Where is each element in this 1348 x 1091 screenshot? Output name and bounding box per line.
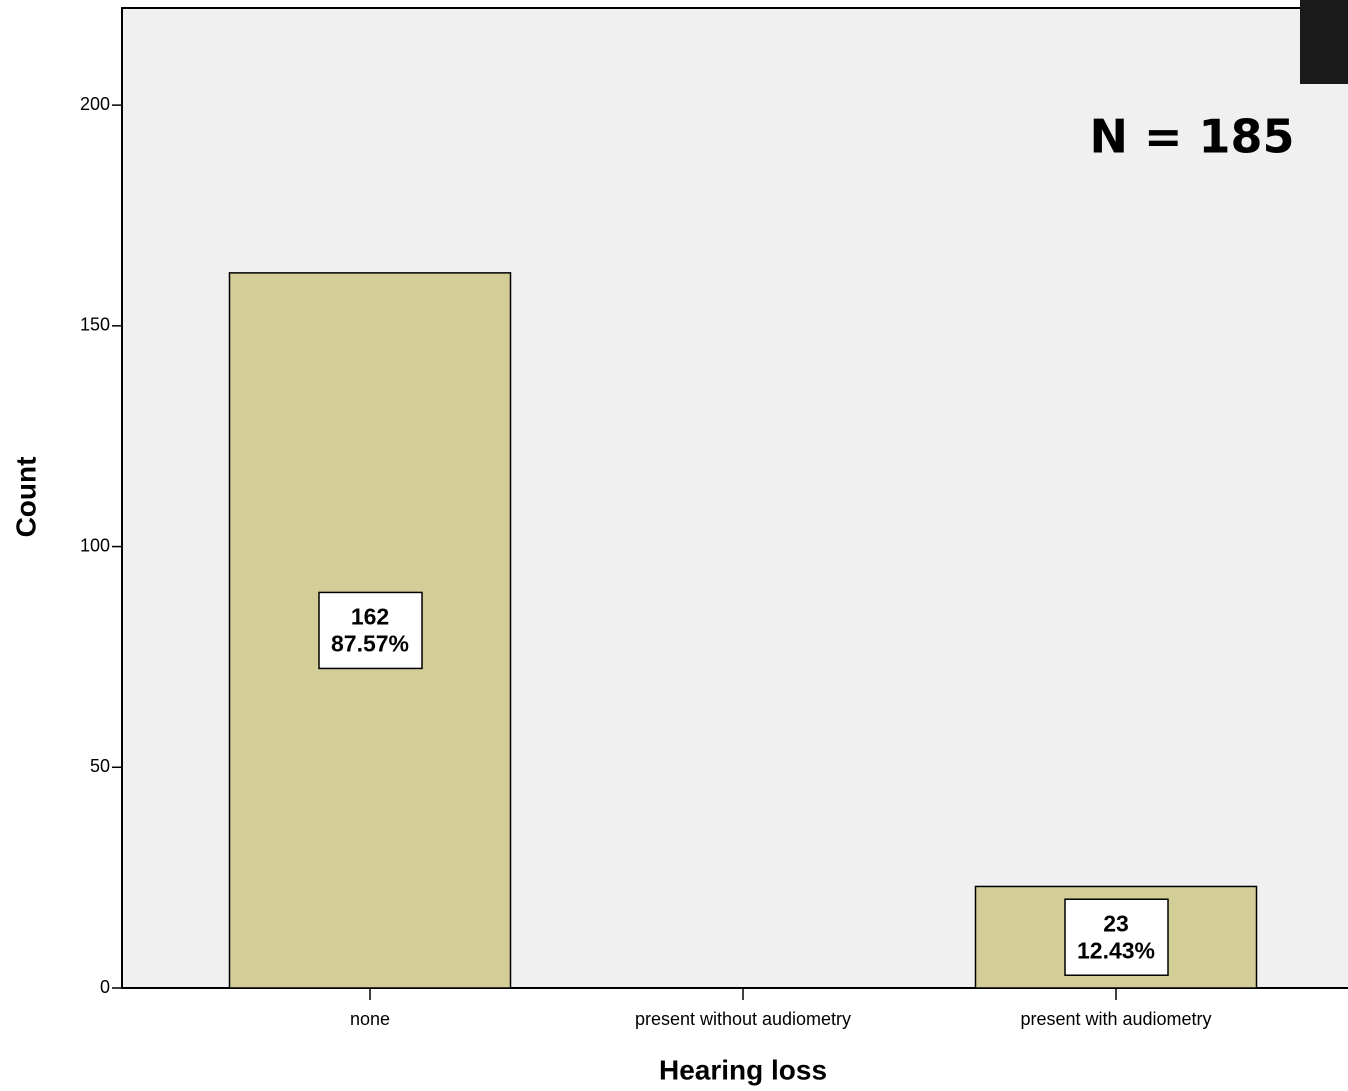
annotation: N = 185: [1089, 110, 1294, 164]
thumbnail-image: [1300, 0, 1348, 84]
label-box: [318, 591, 423, 670]
y-tick-label: 0: [100, 977, 110, 997]
x-tick-label: present with audiometry: [1020, 1009, 1211, 1029]
x-tick-label: present without audiometry: [635, 1009, 851, 1029]
label-box: [1064, 898, 1169, 976]
y-tick-label: 100: [80, 535, 110, 555]
x-tick-label: none: [350, 1009, 390, 1029]
y-tick-label: 150: [80, 315, 110, 335]
value-label: 162: [351, 604, 389, 630]
percent-label: 12.43%: [1077, 937, 1155, 963]
y-tick-label: 50: [90, 756, 110, 776]
y-tick-label: 200: [80, 94, 110, 114]
percent-label: 87.57%: [331, 631, 409, 657]
x-axis-title: Hearing loss: [659, 1054, 827, 1085]
y-axis-title: Count: [10, 457, 41, 538]
value-label: 23: [1103, 910, 1129, 936]
